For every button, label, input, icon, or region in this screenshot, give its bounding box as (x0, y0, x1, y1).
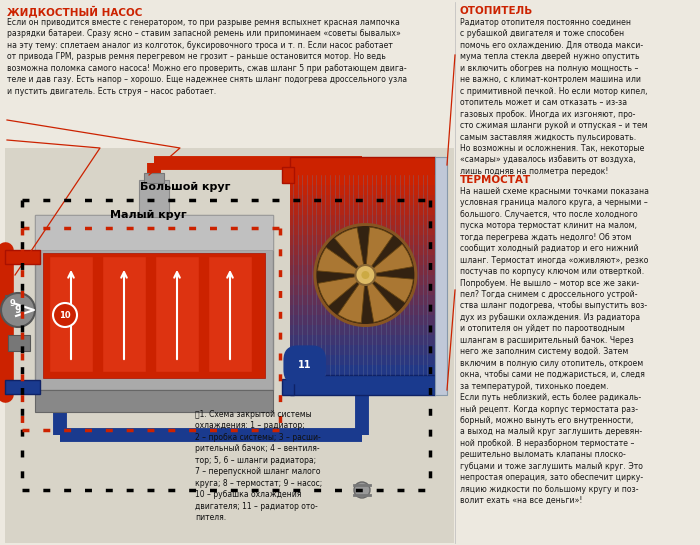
Text: ТЕРМОСТАТ: ТЕРМОСТАТ (460, 175, 531, 185)
Circle shape (354, 482, 370, 498)
Bar (290, 235, 435, 246)
Bar (35, 215, 273, 250)
Bar (290, 175, 435, 186)
Wedge shape (338, 275, 365, 323)
Circle shape (361, 271, 370, 279)
Bar (290, 245, 435, 256)
Text: ОТОПИТЕЛЬ: ОТОПИТЕЛЬ (460, 6, 533, 16)
Bar (290, 375, 435, 395)
Bar (156, 257, 199, 372)
Text: Если он приводится вместе с генератором, то при разрыве ремня вспыхнет красная л: Если он приводится вместе с генератором,… (7, 18, 407, 96)
Text: 9: 9 (15, 305, 22, 315)
Text: Радиатор отопителя постоянно соединен
с рубашкой двигателя и тоже способен
помоч: Радиатор отопителя постоянно соединен с … (460, 18, 648, 176)
Bar (103, 257, 146, 372)
Bar (282, 167, 294, 183)
Wedge shape (365, 275, 413, 302)
Bar (435, 157, 447, 395)
Wedge shape (365, 275, 396, 322)
Text: На нашей схеме красными точками показана
условная граница малого круга, а черным: На нашей схеме красными точками показана… (460, 187, 649, 505)
Bar (290, 355, 435, 366)
Circle shape (316, 226, 414, 324)
Wedge shape (318, 247, 365, 275)
Bar (209, 257, 252, 372)
Bar (290, 345, 435, 356)
Wedge shape (365, 227, 393, 275)
Bar (290, 265, 435, 276)
Circle shape (1, 293, 35, 327)
Bar (290, 215, 435, 226)
Bar (290, 305, 435, 316)
Bar (290, 365, 435, 376)
Bar (282, 379, 294, 395)
Bar (290, 315, 435, 326)
Bar (5, 380, 40, 394)
Bar (290, 205, 435, 216)
Circle shape (53, 303, 77, 327)
Bar (35, 390, 273, 412)
Text: 9: 9 (10, 299, 16, 307)
Bar (5, 148, 454, 543)
Bar (5, 295, 21, 311)
Bar (144, 173, 164, 183)
Bar (290, 157, 435, 177)
Bar (290, 255, 435, 266)
Bar (290, 225, 435, 236)
Bar (139, 180, 169, 217)
Bar (290, 335, 435, 346)
Bar (290, 195, 435, 206)
Bar (290, 295, 435, 306)
Bar (290, 285, 435, 296)
Wedge shape (365, 244, 413, 275)
Bar (290, 185, 435, 196)
Bar (290, 325, 435, 336)
Bar (50, 257, 93, 372)
Wedge shape (318, 275, 365, 306)
Bar (35, 215, 273, 390)
Bar (43, 253, 265, 378)
Circle shape (314, 223, 417, 327)
Text: Малый круг: Малый круг (110, 210, 186, 220)
Text: 10: 10 (60, 311, 71, 319)
Text: ЖИДКОСТНЫЙ НАСОС: ЖИДКОСТНЫЙ НАСОС (7, 6, 142, 18)
Bar (5, 250, 40, 264)
Text: Большой круг: Большой круг (140, 182, 230, 192)
Text: 11: 11 (298, 360, 312, 370)
Bar (8, 335, 30, 351)
Wedge shape (335, 228, 365, 275)
Circle shape (356, 265, 375, 285)
Text: ⑸1. Схема закрытой системы
охлаждения: 1 – радиатор;
2 – пробка системы; 3 – рас: ⑸1. Схема закрытой системы охлаждения: 1… (195, 410, 322, 522)
Bar (290, 275, 435, 286)
